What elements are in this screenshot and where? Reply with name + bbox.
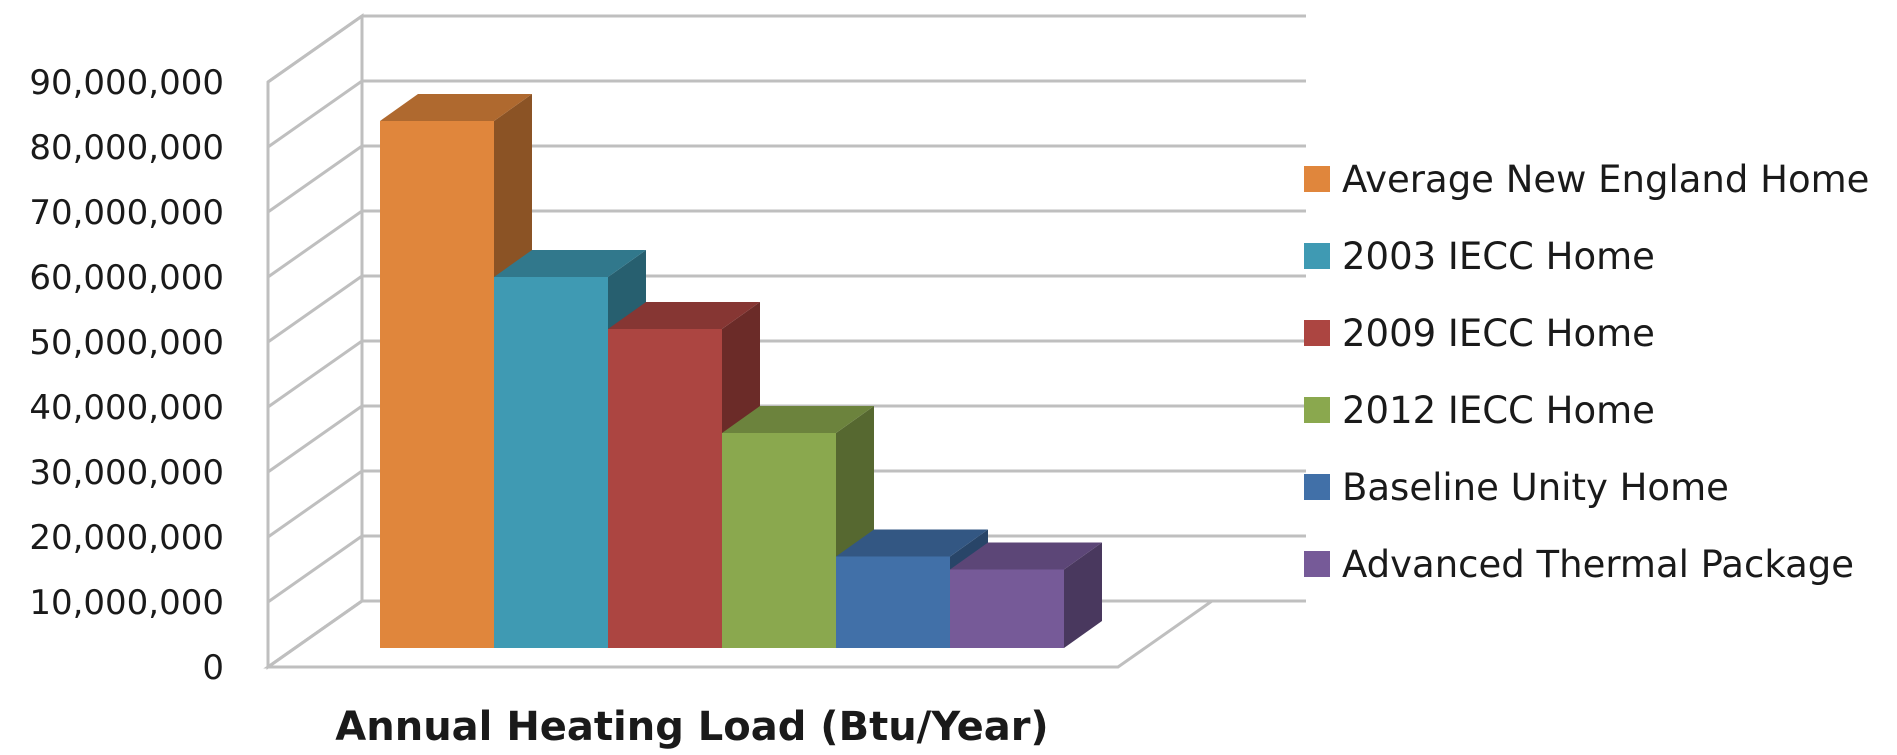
bar-top [722, 406, 874, 433]
gridline [267, 274, 1306, 344]
bar-front [722, 433, 836, 648]
legend-swatch [1304, 474, 1330, 500]
legend-item: 2009 IECC Home [1304, 312, 1655, 355]
legend-label: 2012 IECC Home [1342, 389, 1655, 432]
gridlines [267, 14, 1306, 669]
legend-item: Advanced Thermal Package [1304, 543, 1854, 586]
bar-front [836, 556, 950, 648]
legend-swatch [1304, 320, 1330, 346]
gridline [267, 144, 1306, 214]
bar-front [494, 277, 608, 648]
x-axis-title: Annual Heating Load (Btu/Year) [335, 704, 1048, 750]
gridline [267, 534, 1306, 604]
legend-swatch [1304, 166, 1330, 192]
y-tick-label: 40,000,000 [29, 388, 224, 428]
legend-item: 2012 IECC Home [1304, 389, 1655, 432]
bar-front [608, 329, 722, 648]
gridline [267, 209, 1306, 279]
bars [380, 94, 1102, 648]
bar-side [1064, 542, 1102, 648]
bar-top [380, 94, 532, 121]
gridline [267, 469, 1306, 539]
bar-top [608, 302, 760, 329]
bar [722, 406, 874, 648]
legend-label: Baseline Unity Home [1342, 466, 1729, 509]
gridline [267, 404, 1306, 474]
y-axis-tick-labels: 0 10,000,000 20,000,000 30,000,000 40,000,00… [29, 63, 224, 688]
legend: Average New England Home 2003 IECC Home 20… [1304, 158, 1869, 586]
y-tick-label: 90,000,000 [29, 63, 224, 103]
bar-top [836, 529, 988, 557]
legend-swatch [1304, 551, 1330, 577]
gridline [267, 79, 1306, 149]
legend-item: 2003 IECC Home [1304, 235, 1655, 278]
y-tick-label: 30,000,000 [29, 453, 224, 493]
legend-label: 2009 IECC Home [1342, 312, 1655, 355]
bar [950, 542, 1102, 648]
y-tick-label: 70,000,000 [29, 193, 224, 233]
legend-swatch [1304, 397, 1330, 423]
legend-label: Average New England Home [1342, 158, 1869, 201]
y-tick-label: 10,000,000 [29, 583, 224, 623]
gridline [267, 14, 1306, 84]
bar-top [950, 542, 1102, 570]
y-tick-label: 0 [202, 648, 224, 688]
gridline [267, 339, 1306, 409]
legend-label: Advanced Thermal Package [1342, 543, 1854, 586]
y-tick-label: 50,000,000 [29, 323, 224, 363]
y-tick-label: 20,000,000 [29, 518, 224, 558]
bar-top [494, 250, 646, 277]
bar-front [950, 569, 1064, 648]
legend-item: Average New England Home [1304, 158, 1869, 201]
y-tick-label: 80,000,000 [29, 128, 224, 168]
legend-swatch [1304, 243, 1330, 269]
legend-label: 2003 IECC Home [1342, 235, 1655, 278]
y-tick-label: 60,000,000 [29, 258, 224, 298]
legend-item: Baseline Unity Home [1304, 466, 1729, 509]
bar-front [380, 121, 494, 648]
